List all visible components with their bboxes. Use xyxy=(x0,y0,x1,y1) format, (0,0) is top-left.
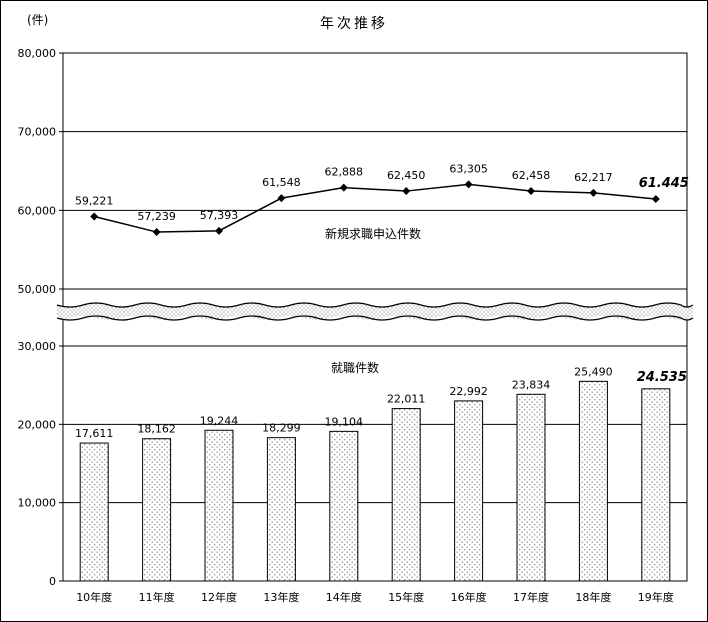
series-label-bar: 就職件数 xyxy=(331,360,379,375)
bar-value-label: 23,834 xyxy=(512,378,551,391)
bar xyxy=(641,388,671,582)
bar-value-label: 19,104 xyxy=(325,415,364,428)
axis-break-wave-top xyxy=(56,302,694,308)
x-tick-label: 10年度 xyxy=(76,590,112,604)
x-axis: 10年度 11年度 12年度 13年度 14年度 15年度 16年度 17年度 18年度 19年度 xyxy=(76,590,674,604)
x-tick-label: 11年度 xyxy=(139,590,175,604)
x-tick-label: 14年度 xyxy=(326,590,362,604)
line-value-label: 62,458 xyxy=(512,169,551,182)
line-value-label: 62,217 xyxy=(574,171,613,184)
y-axis: 80,000 70,000 60,000 50,000 30,000 20,000 10,0… xyxy=(18,47,63,588)
data-point-marker xyxy=(339,183,348,192)
line-path xyxy=(94,183,656,233)
series-label-line: 新規求職申込件数 xyxy=(325,226,421,241)
line-value-label: 61,548 xyxy=(262,176,301,189)
value-labels: 59,221 57,239 57,393 61,548 62,888 62,450 63,3… xyxy=(75,162,689,440)
line-value-label: 57,393 xyxy=(200,209,239,222)
y-tick-label: 10,000 xyxy=(18,497,57,510)
data-point-marker xyxy=(215,226,223,235)
bar xyxy=(204,429,234,582)
bar xyxy=(454,400,484,582)
bar-value-label: 17,611 xyxy=(75,427,114,440)
line-value-label: 63,305 xyxy=(449,162,488,175)
bar-value-label: 18,162 xyxy=(137,423,176,436)
data-point-marker xyxy=(152,228,161,237)
x-tick-label: 15年度 xyxy=(388,590,424,604)
line-value-label: 57,239 xyxy=(137,210,176,223)
data-point-marker xyxy=(277,194,286,203)
data-point-marker xyxy=(527,186,535,195)
x-tick-label: 18年度 xyxy=(575,590,611,604)
y-tick-label: 50,000 xyxy=(18,283,57,296)
line-value-label: 62,888 xyxy=(325,166,364,179)
axis-break xyxy=(56,302,694,321)
y-tick-label: 30,000 xyxy=(18,340,57,353)
bar-value-label: 25,490 xyxy=(574,365,613,378)
line-value-label: 61.445 xyxy=(639,176,689,191)
data-point-marker xyxy=(90,212,99,221)
x-tick-label: 13年度 xyxy=(263,590,299,604)
bar-value-label: 18,299 xyxy=(262,422,301,435)
bar-value-label: 22,011 xyxy=(387,393,426,406)
bar-value-label: 19,244 xyxy=(200,414,239,427)
bar-value-label: 22,992 xyxy=(449,385,488,398)
bar xyxy=(142,438,172,582)
y-tick-label: 60,000 xyxy=(18,204,57,217)
x-tick-label: 19年度 xyxy=(638,590,674,604)
bar xyxy=(329,430,359,582)
y-tick-label: 0 xyxy=(49,575,56,588)
bar xyxy=(266,437,296,582)
y-tick-label: 80,000 xyxy=(18,47,57,60)
x-tick-label: 16年度 xyxy=(451,590,487,604)
y-tick-label: 70,000 xyxy=(18,126,57,139)
bar xyxy=(516,393,546,582)
data-point-marker xyxy=(589,188,598,197)
x-tick-label: 12年度 xyxy=(201,590,237,604)
axis-break-wave-bottom xyxy=(56,315,694,321)
line-value-label: 62,450 xyxy=(387,169,426,182)
x-tick-label: 17年度 xyxy=(513,590,549,604)
line-series xyxy=(90,180,660,237)
data-point-marker xyxy=(402,187,411,196)
y-tick-label: 20,000 xyxy=(18,418,57,431)
bar xyxy=(79,442,109,582)
line-value-label: 59,221 xyxy=(75,194,114,207)
chart-title: 年次推移 xyxy=(320,16,388,32)
bar-series xyxy=(79,380,671,582)
data-point-marker xyxy=(651,194,660,203)
data-point-marker xyxy=(464,180,473,189)
y-axis-unit-label: (件) xyxy=(27,13,49,27)
bar xyxy=(391,408,421,582)
bar xyxy=(578,380,608,582)
bar-value-label: 24.535 xyxy=(637,370,687,385)
